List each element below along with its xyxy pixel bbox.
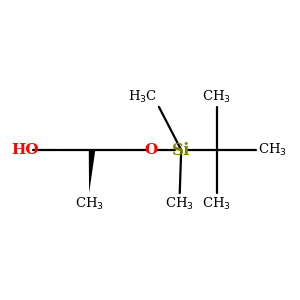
Text: CH$_3$: CH$_3$: [75, 196, 104, 212]
Text: CH$_3$: CH$_3$: [165, 196, 194, 212]
Text: H$_3$C: H$_3$C: [128, 89, 158, 105]
Text: Si: Si: [172, 142, 190, 158]
Text: CH$_3$: CH$_3$: [258, 142, 287, 158]
Text: CH$_3$: CH$_3$: [202, 89, 231, 105]
Text: CH$_3$: CH$_3$: [202, 196, 231, 212]
Polygon shape: [89, 150, 95, 193]
Text: HO: HO: [11, 143, 39, 157]
Text: O: O: [145, 143, 158, 157]
